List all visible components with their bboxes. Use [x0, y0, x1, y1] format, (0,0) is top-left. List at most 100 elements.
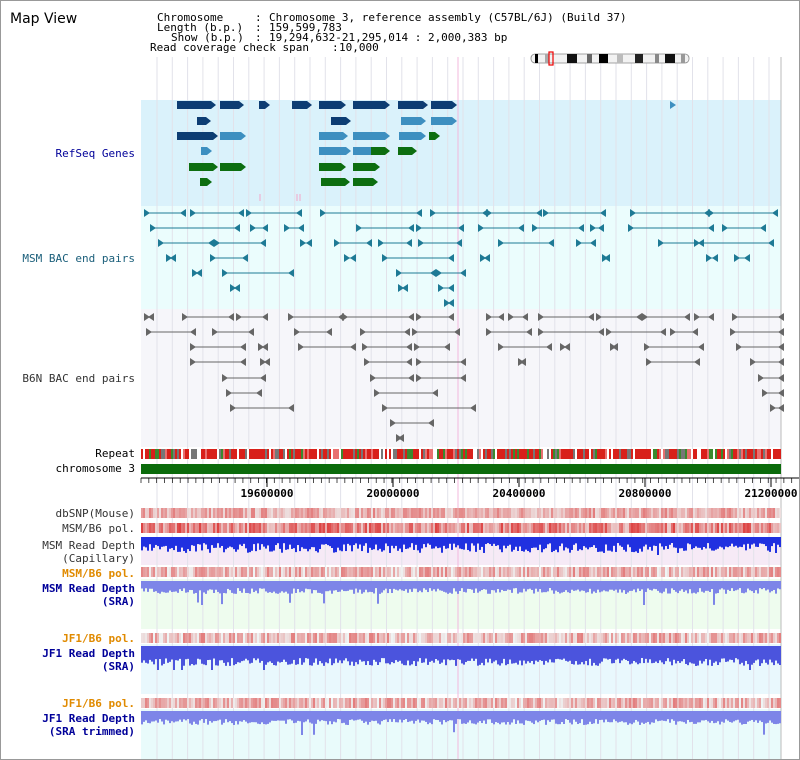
ideogram-band: [567, 54, 577, 63]
b6n-bac-pair-end: [190, 358, 196, 366]
b6n-bac-pair-end: [222, 374, 228, 382]
msm-bac-pair-end: [630, 209, 636, 217]
msm-bac-pair-end: [598, 224, 604, 232]
track-label-msm-b6-pol-2[interactable]: MSM/B6 pol.: [62, 567, 135, 580]
b6n-bac-pair-end: [612, 343, 618, 351]
track-label-repeat[interactable]: Repeat: [95, 447, 135, 460]
b6n-bac-pair-end: [526, 328, 532, 336]
b6n-bac-pair-end: [694, 358, 700, 366]
msm-bac-pair-end: [518, 224, 524, 232]
b6n-bac-pair-end: [460, 374, 466, 382]
track-label-dbsnp[interactable]: dbSNP(Mouse): [55, 507, 135, 520]
refseq-gene-strand: [421, 117, 426, 125]
b6n-bac-pair-end: [470, 404, 476, 412]
chromosome-ideogram[interactable]: [530, 51, 690, 66]
b6n-bac-pair-end: [148, 313, 154, 321]
ideogram-band: [665, 54, 675, 63]
track-label-jf1-b6-pol-2[interactable]: JF1/B6 pol.: [62, 697, 135, 710]
ideogram-band: [635, 54, 643, 63]
b6n-bac-pair-end: [560, 343, 566, 351]
refseq-gene: [398, 101, 423, 109]
refseq-gene: [399, 132, 421, 140]
b6n-bac-pair-end: [642, 313, 648, 321]
msm-bac-pair-end: [180, 209, 186, 217]
refseq-gene: [201, 147, 207, 155]
chromosome-key: Chromosome: [157, 11, 224, 24]
b6n-bac-pair-end: [288, 313, 294, 321]
b6n-bac-pair-end: [374, 389, 380, 397]
msm-bac-pair-end: [378, 239, 384, 247]
track-label-refseq[interactable]: RefSeq Genes: [55, 147, 135, 160]
msm-bac-pair-end: [734, 254, 740, 262]
refseq-gene: [331, 117, 346, 125]
refseq-gene: [200, 178, 207, 186]
b6n-bac-pair-end: [256, 389, 262, 397]
b6n-bac-pair-end: [646, 358, 652, 366]
length-sep: :: [255, 21, 262, 34]
coverage-sep: :: [332, 41, 339, 54]
refseq-gene-strand: [213, 163, 218, 171]
track-label-jf1-depth-trimmed[interactable]: JF1 Read Depth (SRA trimmed): [42, 712, 135, 738]
refseq-gene-strand: [239, 101, 244, 109]
msm-bac-pair-end: [334, 239, 340, 247]
b6n-bac-pair-end: [390, 419, 396, 427]
b6n-bac-pair-end: [326, 328, 332, 336]
b6n-bac-pair-end: [190, 328, 196, 336]
msm-bac-pair-end: [498, 239, 504, 247]
track-label-msm-depth-sra[interactable]: MSM Read Depth (SRA): [42, 582, 135, 608]
msm-bac-pair-end: [288, 269, 294, 277]
b6n-bac-pair-end: [454, 328, 460, 336]
track-label-jf1-b6-pol-1[interactable]: JF1/B6 pol.: [62, 632, 135, 645]
axis-tick-label: 21200000: [745, 487, 798, 500]
refseq-gene: [177, 132, 213, 140]
b6n-bac-pair-end: [408, 374, 414, 382]
b6n-bac-pair-end: [414, 343, 420, 351]
b6n-bac-pair-end: [228, 313, 234, 321]
b6n-bac-pair-end: [432, 389, 438, 397]
msm-bac-pair-end: [543, 209, 549, 217]
b6n-bac-pair-end: [538, 328, 544, 336]
refseq-track-bg: [141, 100, 781, 206]
refseq-gene: [321, 178, 345, 186]
show-key: Show (b.p.): [171, 31, 244, 44]
track-label-msm-bac[interactable]: MSM BAC end pairs: [22, 252, 135, 265]
msm-bac-pair-end: [238, 209, 244, 217]
msm-bac-pair-end: [396, 269, 402, 277]
coverage-key: Read coverage check span: [150, 41, 309, 54]
msm-bac-pair-end: [230, 284, 236, 292]
refseq-gene: [431, 117, 452, 125]
refseq-gene: [319, 101, 341, 109]
msm-bac-pair-end: [448, 299, 454, 307]
refseq-gene: [319, 147, 346, 155]
b6n-bac-pair-end: [730, 328, 736, 336]
refseq-gene-strand: [341, 163, 346, 171]
coverage-value: 10,000: [339, 41, 379, 54]
b6n-bac-pair-end: [522, 313, 528, 321]
track-label-msm-b6-pol-1[interactable]: MSM/B6 pol.: [62, 522, 135, 535]
msm-bac-pair-end: [234, 224, 240, 232]
msm-bac-pair-end: [262, 224, 268, 232]
msm-bac-pair-end: [242, 254, 248, 262]
track-label-msm-depth-capillary[interactable]: MSM Read Depth (Capillary): [42, 539, 135, 565]
msm-bac-pair-end: [532, 224, 538, 232]
b6n-bac-pair-end: [416, 313, 422, 321]
ideogram-band: [599, 54, 608, 63]
refseq-gene: [319, 132, 343, 140]
refseq-gene: [398, 147, 412, 155]
b6n-bac-pair-end: [240, 358, 246, 366]
refseq-gene-strand: [421, 132, 426, 140]
refseq-gene-strand: [343, 132, 348, 140]
track-label-b6n-bac[interactable]: B6N BAC end pairs: [22, 372, 135, 385]
track-label-chromosome[interactable]: chromosome 3: [55, 462, 135, 475]
refseq-gene: [220, 132, 241, 140]
b6n-bac-pair-end: [236, 313, 242, 321]
msm-bac-pair-end: [458, 224, 464, 232]
b6n-bac-pair-end: [428, 419, 434, 427]
b6n-bac-pair-end: [498, 313, 504, 321]
b6n-bac-pair-end: [382, 404, 388, 412]
b6n-bac-pair-end: [498, 343, 504, 351]
b6n-bac-pair-end: [362, 343, 368, 351]
refseq-gene-strand: [241, 132, 246, 140]
track-label-jf1-depth-sra[interactable]: JF1 Read Depth (SRA): [42, 647, 135, 673]
